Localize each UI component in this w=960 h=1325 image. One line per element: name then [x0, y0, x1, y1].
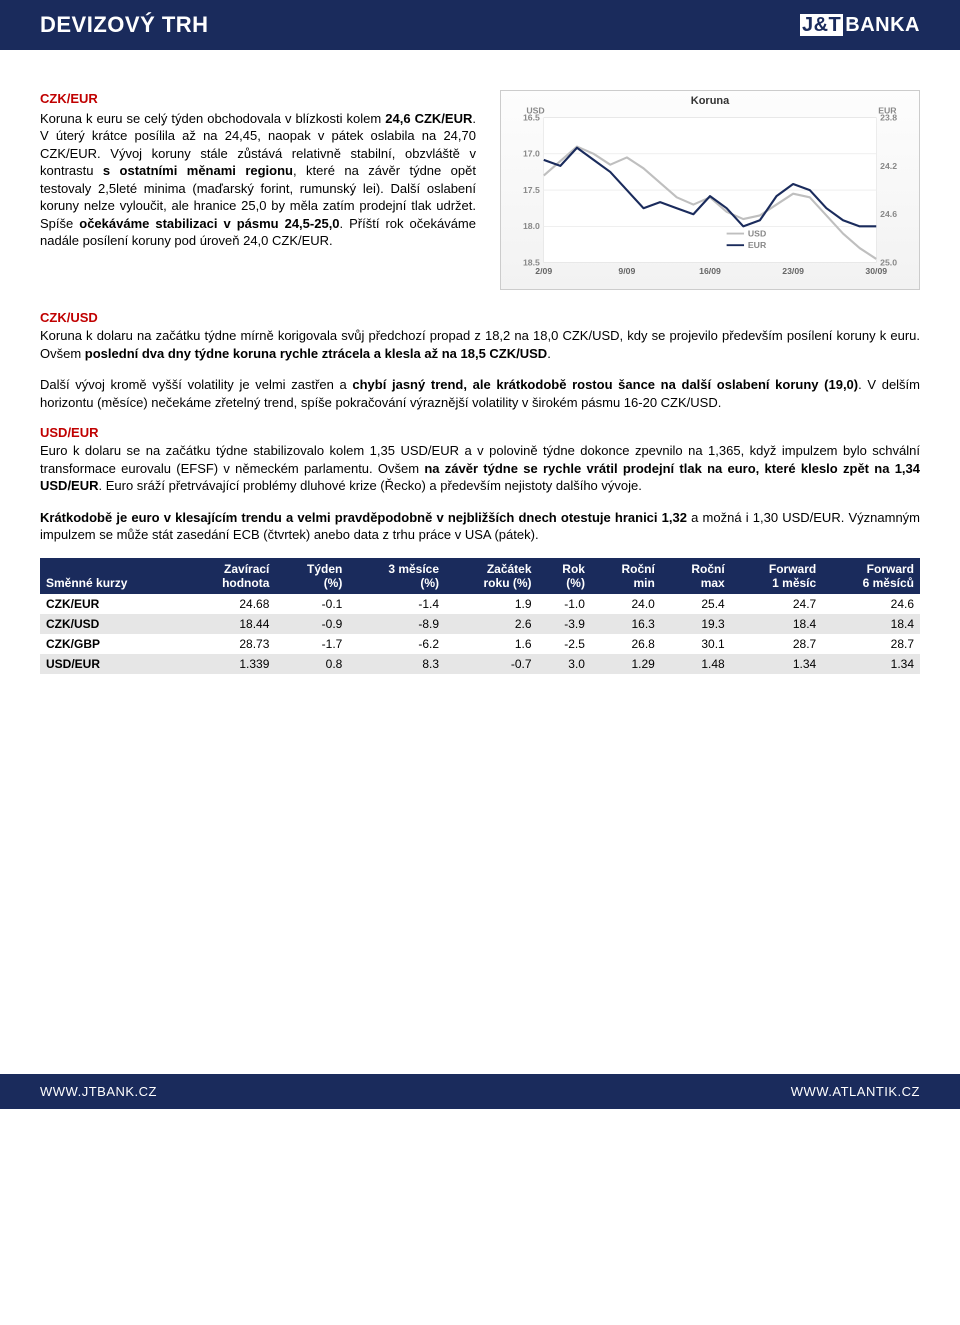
- svg-text:EUR: EUR: [748, 240, 767, 250]
- rates-table: Směnné kurzy Zavíracíhodnota Týden(%) 3 …: [40, 558, 920, 674]
- cell-value: 1.6: [445, 634, 537, 654]
- usd-eur-label: USD/EUR: [40, 425, 920, 440]
- usd-eur-block: USD/EUR Euro k dolaru se na začátku týdn…: [40, 425, 920, 544]
- svg-text:9/09: 9/09: [618, 266, 635, 276]
- cell-value: 1.29: [591, 654, 661, 674]
- rates-tbody: CZK/EUR24.68-0.1-1.41.9-1.024.025.424.72…: [40, 594, 920, 674]
- header-bar: DEVIZOVÝ TRH J&TBANKA: [0, 0, 960, 50]
- cell-value: 1.48: [661, 654, 731, 674]
- czk-eur-text: Koruna k euru se celý týden obchodovala …: [40, 110, 476, 250]
- th-fwd1: Forward1 měsíc: [731, 558, 822, 594]
- cell-value: 25.4: [661, 594, 731, 614]
- cell-value: -0.7: [445, 654, 537, 674]
- czk-eur-block: CZK/EUR Koruna k euru se celý týden obch…: [40, 90, 476, 290]
- top-row: CZK/EUR Koruna k euru se celý týden obch…: [40, 90, 920, 290]
- rates-table-wrap: Směnné kurzy Zavíracíhodnota Týden(%) 3 …: [40, 558, 920, 674]
- svg-text:2/09: 2/09: [535, 266, 552, 276]
- cell-value: 16.3: [591, 614, 661, 634]
- th-3m: 3 měsíce(%): [348, 558, 445, 594]
- svg-text:17.0: 17.0: [523, 149, 540, 159]
- cell-value: -8.9: [348, 614, 445, 634]
- chart-svg: 16.517.017.518.018.523.824.224.625.02/09…: [507, 97, 913, 287]
- cell-value: 24.0: [591, 594, 661, 614]
- table-row: CZK/USD18.44-0.9-8.92.6-3.916.319.318.41…: [40, 614, 920, 634]
- svg-text:USD: USD: [526, 106, 544, 116]
- svg-text:30/09: 30/09: [865, 266, 887, 276]
- svg-text:23/09: 23/09: [782, 266, 804, 276]
- cell-value: 3.0: [538, 654, 591, 674]
- cell-value: 18.4: [731, 614, 822, 634]
- czk-usd-p1: Koruna k dolaru na začátku týdne mírně k…: [40, 327, 920, 362]
- th-week: Týden(%): [275, 558, 348, 594]
- cell-value: -3.9: [538, 614, 591, 634]
- th-ytd: Začátekroku (%): [445, 558, 537, 594]
- rates-thead: Směnné kurzy Zavíracíhodnota Týden(%) 3 …: [40, 558, 920, 594]
- th-close: Zavíracíhodnota: [184, 558, 275, 594]
- th-year: Rok(%): [538, 558, 591, 594]
- cell-value: 1.34: [822, 654, 920, 674]
- table-row: CZK/GBP28.73-1.7-6.21.6-2.526.830.128.72…: [40, 634, 920, 654]
- czk-usd-block: CZK/USD Koruna k dolaru na začátku týdne…: [40, 310, 920, 411]
- cell-value: -6.2: [348, 634, 445, 654]
- czk-eur-label: CZK/EUR: [40, 90, 476, 108]
- cell-value: 1.34: [731, 654, 822, 674]
- table-row: USD/EUR1.3390.88.3-0.73.01.291.481.341.3…: [40, 654, 920, 674]
- cell-value: -0.9: [275, 614, 348, 634]
- czk-usd-p2: Další vývoj kromě vyšší volatility je ve…: [40, 376, 920, 411]
- cell-value: 18.4: [822, 614, 920, 634]
- usd-eur-p1: Euro k dolaru se na začátku týdne stabil…: [40, 442, 920, 495]
- brand-jt: J&T: [800, 14, 843, 36]
- footer-bar: WWW.JTBANK.CZ WWW.ATLANTIK.CZ: [0, 1074, 960, 1109]
- cell-value: 28.7: [822, 634, 920, 654]
- usd-eur-p2: Krátkodobě je euro v klesajícím trendu a…: [40, 509, 920, 544]
- cell-value: 24.7: [731, 594, 822, 614]
- cell-value: -1.7: [275, 634, 348, 654]
- th-min: Ročnímin: [591, 558, 661, 594]
- cell-value: -1.4: [348, 594, 445, 614]
- cell-value: -0.1: [275, 594, 348, 614]
- th-pair: Směnné kurzy: [40, 558, 184, 594]
- cell-value: 2.6: [445, 614, 537, 634]
- brand-logo: J&TBANKA: [800, 14, 920, 37]
- cell-pair: USD/EUR: [40, 654, 184, 674]
- cell-value: 19.3: [661, 614, 731, 634]
- cell-value: 1.339: [184, 654, 275, 674]
- svg-text:USD: USD: [748, 228, 766, 238]
- chart-title: Koruna: [501, 95, 919, 107]
- svg-text:EUR: EUR: [878, 106, 897, 116]
- cell-value: 24.68: [184, 594, 275, 614]
- cell-value: 26.8: [591, 634, 661, 654]
- svg-text:18.0: 18.0: [523, 221, 540, 231]
- cell-value: 28.7: [731, 634, 822, 654]
- chart-column: Koruna 16.517.017.518.018.523.824.224.62…: [500, 90, 920, 290]
- cell-value: 18.44: [184, 614, 275, 634]
- svg-text:17.5: 17.5: [523, 185, 540, 195]
- czk-usd-label: CZK/USD: [40, 310, 920, 325]
- page-title: DEVIZOVÝ TRH: [40, 12, 209, 38]
- content-area: CZK/EUR Koruna k euru se celý týden obch…: [0, 50, 960, 694]
- cell-value: -2.5: [538, 634, 591, 654]
- table-row: CZK/EUR24.68-0.1-1.41.9-1.024.025.424.72…: [40, 594, 920, 614]
- cell-value: 1.9: [445, 594, 537, 614]
- cell-value: -1.0: [538, 594, 591, 614]
- svg-text:24.6: 24.6: [880, 209, 897, 219]
- koruna-chart: Koruna 16.517.017.518.018.523.824.224.62…: [500, 90, 920, 290]
- th-pair-label: Směnné kurzy: [46, 576, 127, 590]
- cell-pair: CZK/USD: [40, 614, 184, 634]
- cell-value: 28.73: [184, 634, 275, 654]
- cell-value: 0.8: [275, 654, 348, 674]
- cell-value: 8.3: [348, 654, 445, 674]
- cell-pair: CZK/GBP: [40, 634, 184, 654]
- cell-value: 30.1: [661, 634, 731, 654]
- cell-pair: CZK/EUR: [40, 594, 184, 614]
- brand-banka: BANKA: [845, 14, 920, 36]
- footer-left: WWW.JTBANK.CZ: [40, 1084, 157, 1099]
- footer-right: WWW.ATLANTIK.CZ: [791, 1084, 920, 1099]
- cell-value: 24.6: [822, 594, 920, 614]
- svg-text:24.2: 24.2: [880, 161, 897, 171]
- svg-text:16/09: 16/09: [699, 266, 721, 276]
- th-fwd6: Forward6 měsíců: [822, 558, 920, 594]
- th-max: Ročnímax: [661, 558, 731, 594]
